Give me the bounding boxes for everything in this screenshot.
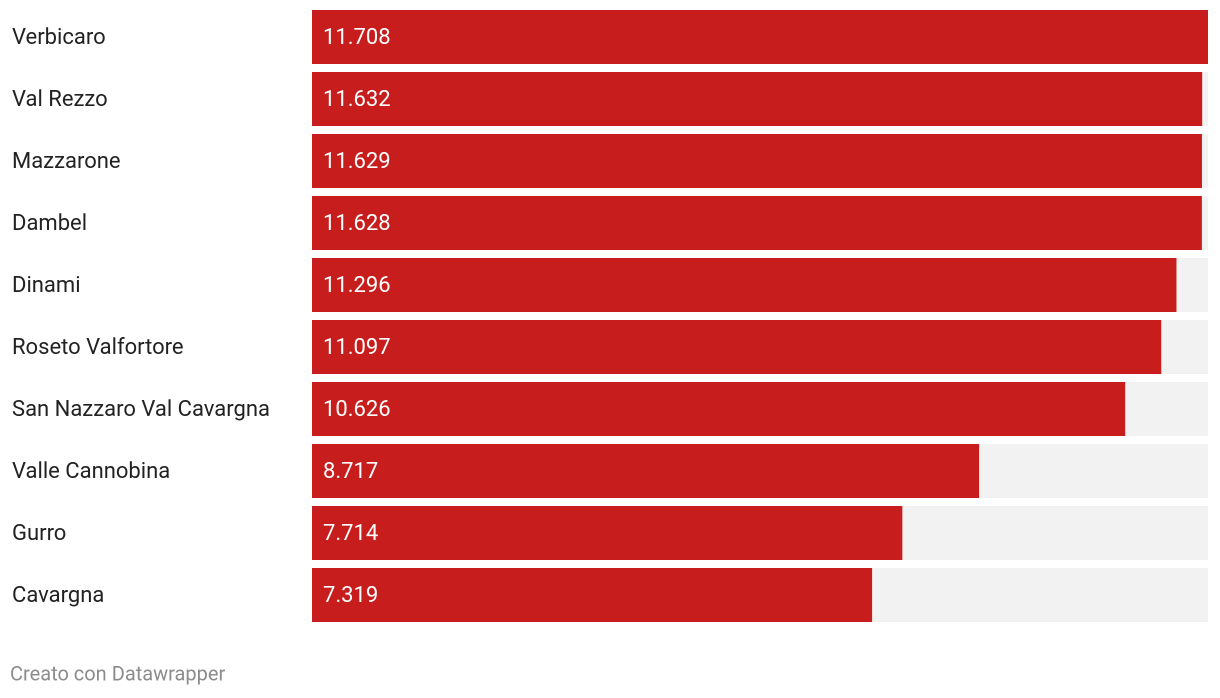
value-label: 8.717	[323, 459, 378, 484]
value-label: 7.714	[323, 521, 378, 546]
category-label: Dambel	[12, 211, 87, 236]
category-label: Verbicaro	[12, 25, 106, 50]
value-label: 11.296	[323, 273, 391, 298]
value-label: 11.629	[323, 149, 391, 174]
category-label: Gurro	[12, 521, 66, 546]
bar	[312, 196, 1202, 250]
category-label: Valle Cannobina	[12, 459, 170, 484]
value-label: 11.097	[323, 335, 391, 360]
bar	[312, 506, 903, 560]
bar	[312, 568, 873, 622]
footer: Creato con Datawrapper	[10, 661, 225, 685]
value-label: 11.708	[323, 25, 391, 50]
category-label: Mazzarone	[12, 149, 121, 174]
bar	[312, 258, 1177, 312]
value-label: 10.626	[323, 397, 391, 422]
category-label: Roseto Valfortore	[12, 335, 184, 360]
bar	[312, 134, 1202, 188]
bar	[312, 382, 1126, 436]
bar	[312, 72, 1203, 126]
bar	[312, 10, 1208, 64]
value-label: 11.628	[323, 211, 391, 236]
value-label: 11.632	[323, 87, 391, 112]
category-label: Dinami	[12, 273, 81, 298]
category-label: Cavargna	[12, 583, 104, 608]
value-label: 7.319	[323, 583, 378, 608]
bar	[312, 444, 980, 498]
bar	[312, 320, 1162, 374]
category-label: San Nazzaro Val Cavargna	[12, 397, 270, 422]
category-label: Val Rezzo	[12, 87, 108, 112]
